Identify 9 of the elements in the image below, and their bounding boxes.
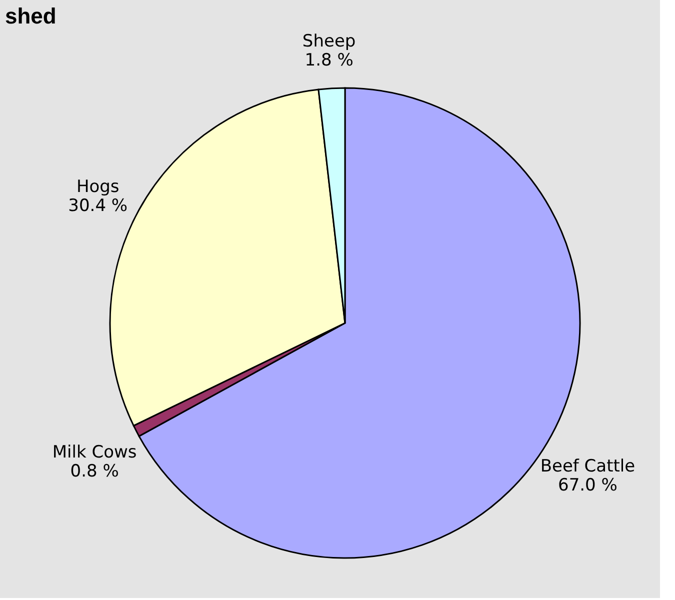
- slice-label: Milk Cows: [52, 442, 137, 463]
- slice-label: Beef Cattle: [540, 456, 636, 477]
- data-label: 1.8 %: [304, 50, 354, 70]
- chart-title: shed: [5, 3, 56, 28]
- data-label: 67.0 %: [558, 476, 618, 496]
- data-label: 0.8 %: [70, 462, 119, 482]
- slice-label: Hogs: [76, 177, 120, 198]
- data-label: 30.4 %: [68, 196, 128, 216]
- slice-label: Sheep: [302, 31, 356, 52]
